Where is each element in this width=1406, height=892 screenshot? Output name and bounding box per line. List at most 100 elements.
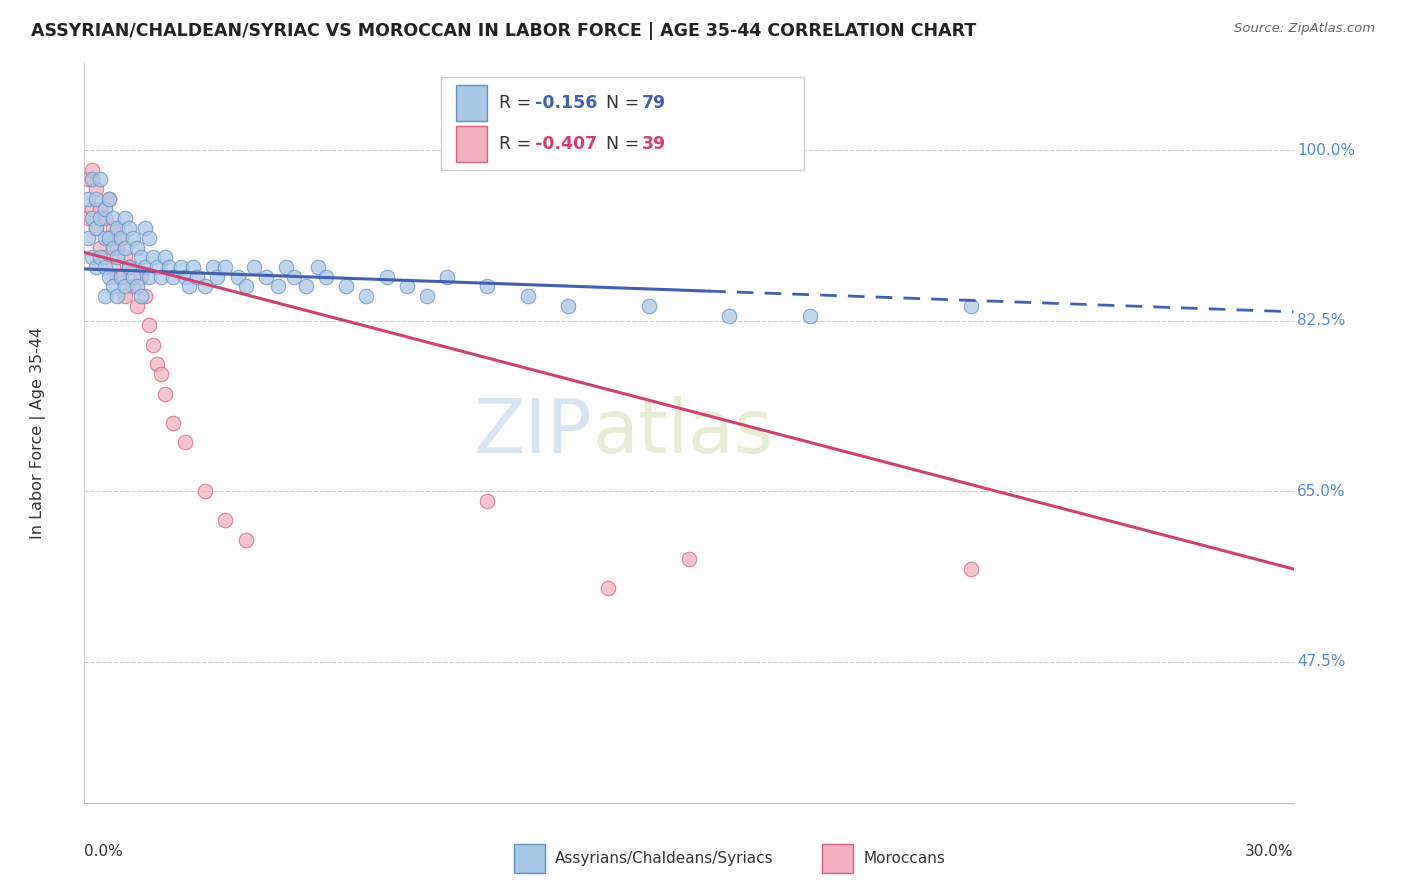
Text: 0.0%: 0.0%	[84, 844, 124, 858]
Text: 30.0%: 30.0%	[1246, 844, 1294, 858]
Point	[194, 279, 217, 293]
Point	[97, 231, 120, 245]
Point	[138, 318, 160, 333]
Point	[101, 211, 124, 226]
Point	[105, 269, 128, 284]
Text: Source: ZipAtlas.com: Source: ZipAtlas.com	[1234, 22, 1375, 36]
Point	[118, 260, 141, 274]
Point	[105, 240, 128, 255]
Point	[598, 582, 620, 596]
Point	[86, 182, 108, 196]
Point	[335, 279, 357, 293]
Point	[214, 513, 236, 527]
Point	[125, 299, 148, 313]
Point	[138, 269, 160, 284]
Point	[82, 250, 104, 264]
Point	[121, 231, 143, 245]
Text: R =: R =	[499, 95, 537, 112]
Point	[129, 269, 152, 284]
Point	[162, 269, 184, 284]
Point	[157, 260, 180, 274]
Point	[105, 289, 128, 303]
Point	[315, 269, 337, 284]
Text: 39: 39	[641, 135, 666, 153]
Text: Moroccans: Moroccans	[863, 851, 945, 866]
Point	[142, 250, 165, 264]
Point	[110, 269, 132, 284]
Point	[118, 260, 141, 274]
Point	[82, 172, 104, 186]
Point	[416, 289, 439, 303]
Text: N =: N =	[606, 135, 644, 153]
Point	[101, 260, 124, 274]
Point	[118, 221, 141, 235]
Point	[179, 279, 201, 293]
Point	[235, 279, 257, 293]
Point	[181, 260, 204, 274]
Point	[207, 269, 229, 284]
Point	[121, 279, 143, 293]
Point	[89, 240, 111, 255]
Point	[129, 289, 152, 303]
Text: ZIP: ZIP	[474, 396, 592, 469]
Point	[516, 289, 538, 303]
Point	[114, 211, 136, 226]
Point	[960, 299, 983, 313]
Point	[93, 202, 115, 216]
Point	[125, 240, 148, 255]
Text: atlas: atlas	[592, 396, 773, 469]
Text: Assyrians/Chaldeans/Syriacs: Assyrians/Chaldeans/Syriacs	[555, 851, 773, 866]
Point	[226, 269, 249, 284]
Point	[274, 260, 297, 274]
Point	[101, 279, 124, 293]
Point	[82, 162, 104, 177]
Point	[97, 231, 120, 245]
Point	[134, 289, 156, 303]
Point	[77, 231, 100, 245]
Point	[77, 192, 100, 206]
Point	[153, 250, 176, 264]
Point	[142, 338, 165, 352]
Point	[146, 260, 169, 274]
Point	[114, 240, 136, 255]
Point	[395, 279, 418, 293]
Text: 82.5%: 82.5%	[1298, 313, 1346, 328]
Point	[960, 562, 983, 576]
Point	[146, 358, 169, 372]
Point	[295, 279, 318, 293]
Point	[89, 172, 111, 186]
Point	[242, 260, 264, 274]
Point	[477, 493, 499, 508]
Point	[89, 202, 111, 216]
Point	[86, 260, 108, 274]
Point	[718, 309, 741, 323]
Point	[93, 260, 115, 274]
Text: ASSYRIAN/CHALDEAN/SYRIAC VS MOROCCAN IN LABOR FORCE | AGE 35-44 CORRELATION CHAR: ASSYRIAN/CHALDEAN/SYRIAC VS MOROCCAN IN …	[31, 22, 976, 40]
Point	[121, 269, 143, 284]
Point	[637, 299, 659, 313]
Bar	[441, 78, 804, 169]
Point	[125, 279, 148, 293]
Point	[149, 269, 172, 284]
Point	[162, 416, 184, 430]
Point	[799, 309, 821, 323]
Text: 65.0%: 65.0%	[1298, 483, 1346, 499]
Point	[97, 192, 120, 206]
Point	[557, 299, 579, 313]
Point	[678, 552, 700, 566]
Point	[93, 231, 115, 245]
Point	[170, 260, 193, 274]
Point	[114, 279, 136, 293]
Point	[93, 289, 115, 303]
Point	[82, 202, 104, 216]
Point	[82, 211, 104, 226]
Point	[110, 231, 132, 245]
Text: N =: N =	[606, 95, 644, 112]
Point	[149, 367, 172, 381]
Point	[235, 533, 257, 547]
Point	[86, 221, 108, 235]
Point	[153, 386, 176, 401]
Text: In Labor Force | Age 35-44: In Labor Force | Age 35-44	[31, 326, 46, 539]
Point	[174, 435, 197, 450]
Text: 47.5%: 47.5%	[1298, 654, 1346, 669]
